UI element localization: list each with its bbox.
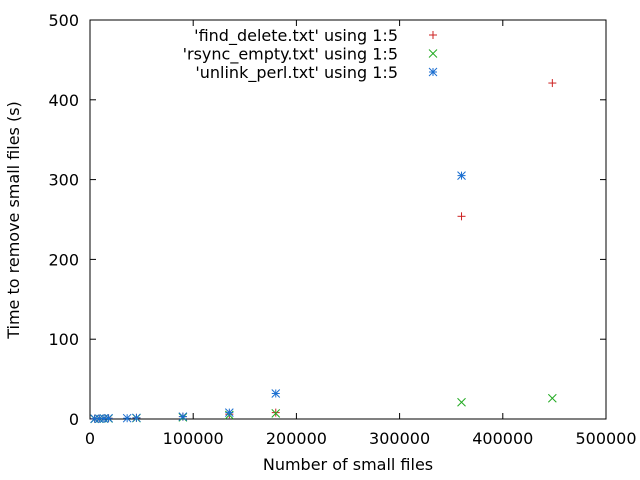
- y-tick-label: 100: [48, 330, 79, 349]
- y-tick-label: 200: [48, 250, 79, 269]
- data-point-series-3: [122, 413, 132, 423]
- y-tick-label: 500: [48, 11, 79, 30]
- legend-label: 'find_delete.txt' using 1:5: [194, 26, 398, 46]
- legend-marker: [429, 31, 437, 39]
- x-tick-label: 300000: [369, 429, 430, 448]
- data-point-series-1: [548, 79, 557, 88]
- data-point-series-3: [457, 171, 466, 180]
- data-point-series-2: [547, 393, 557, 403]
- x-tick-label: 200000: [266, 429, 327, 448]
- legend-label: 'rsync_empty.txt' using 1:5: [183, 45, 398, 65]
- data-point-series-3: [271, 389, 281, 398]
- y-axis-label: Time to remove small files (s): [4, 101, 23, 340]
- data-point-series-3: [224, 408, 234, 417]
- legend-label: 'unlink_perl.txt' using 1:5: [195, 63, 398, 83]
- data-point-series-3: [104, 413, 113, 423]
- legend-marker: [428, 67, 438, 77]
- x-tick-label: 0: [85, 429, 95, 448]
- plot-frame: [89, 19, 607, 420]
- x-axis-label: Number of small files: [263, 455, 433, 474]
- y-tick-label: 400: [48, 91, 79, 110]
- y-tick-label: 300: [48, 171, 79, 190]
- data-point-series-1: [457, 212, 466, 221]
- data-point-series-3: [132, 413, 141, 423]
- x-tick-label: 100000: [163, 429, 224, 448]
- legend-marker: [428, 49, 438, 58]
- data-point-series-1: [271, 408, 280, 417]
- x-tick-label: 500000: [575, 429, 636, 448]
- x-tick-label: 400000: [472, 429, 533, 448]
- data-point-series-2: [271, 409, 281, 418]
- y-tick-label: 0: [69, 410, 79, 429]
- data-point-series-2: [457, 397, 466, 407]
- data-point-series-3: [178, 412, 188, 421]
